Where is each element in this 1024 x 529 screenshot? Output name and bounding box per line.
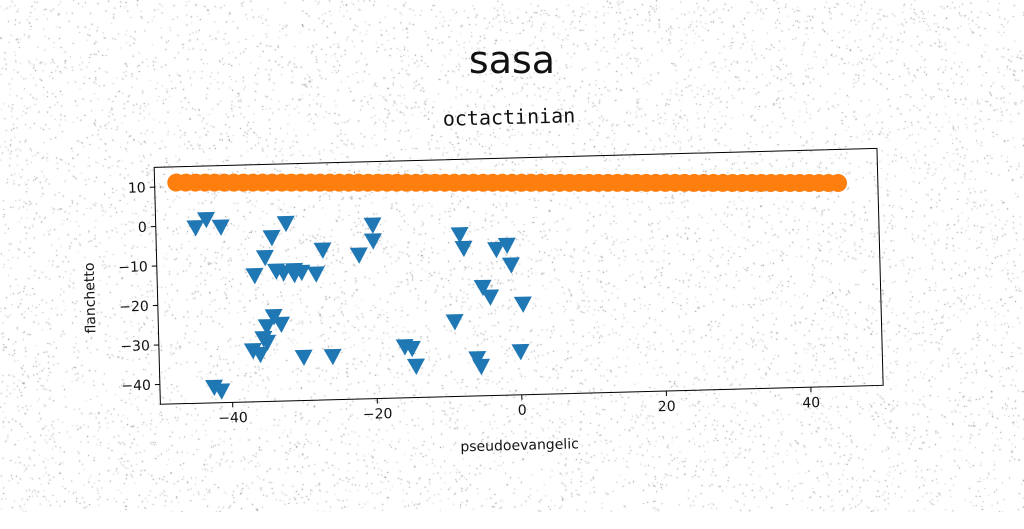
blue-point bbox=[350, 247, 368, 264]
blue-point bbox=[314, 242, 332, 259]
x-axis-label: pseudoevangelic bbox=[460, 436, 579, 455]
blue-point bbox=[272, 317, 290, 334]
blue-point bbox=[481, 289, 499, 306]
blue-point bbox=[363, 217, 381, 234]
blue-point bbox=[472, 359, 490, 376]
x-tick-label: 40 bbox=[802, 395, 820, 411]
y-tick-label: −10 bbox=[118, 259, 148, 276]
y-axis-label: flanchetto bbox=[82, 262, 100, 333]
blue-point bbox=[212, 219, 230, 236]
blue-point bbox=[324, 349, 342, 366]
blue-point bbox=[446, 314, 464, 331]
x-tick-label: 20 bbox=[658, 399, 676, 415]
x-tick-label: −40 bbox=[218, 410, 248, 427]
blue-point bbox=[364, 233, 382, 250]
blue-point bbox=[263, 230, 281, 247]
chart-title: octactinian bbox=[442, 103, 575, 130]
y-tick-label: 0 bbox=[138, 220, 147, 236]
y-tick-label: −40 bbox=[121, 378, 151, 395]
blue-point bbox=[277, 216, 295, 233]
blue-point bbox=[455, 241, 473, 258]
blue-point bbox=[186, 220, 204, 237]
blue-point bbox=[245, 268, 263, 285]
y-tick-label: 10 bbox=[128, 180, 146, 196]
x-tick-label: 0 bbox=[518, 403, 527, 419]
blue-point bbox=[502, 257, 520, 274]
blue-point bbox=[307, 266, 325, 283]
blue-point bbox=[407, 359, 425, 376]
blue-point bbox=[295, 350, 313, 367]
y-tick-label: −20 bbox=[119, 299, 149, 316]
x-tick-label: −20 bbox=[363, 406, 393, 423]
y-tick-label: −30 bbox=[120, 338, 150, 355]
series-blue bbox=[186, 204, 534, 401]
blue-point bbox=[511, 344, 529, 361]
blue-point bbox=[514, 296, 532, 313]
